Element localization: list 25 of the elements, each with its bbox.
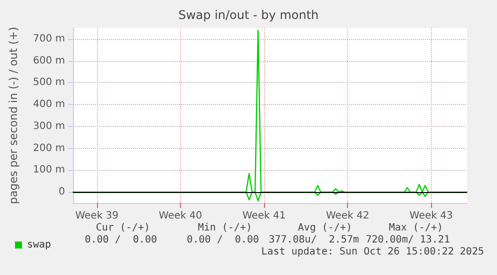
y-tick-label: 500 m xyxy=(32,77,65,88)
y-tick-label: 0 xyxy=(58,186,65,198)
text: Avg (-/+) xyxy=(298,222,352,234)
x-tick-label: Week 39 xyxy=(75,210,119,222)
text: 0.00 / 0.00 xyxy=(186,234,259,246)
text: 720.00m/ 13.21 xyxy=(366,234,450,246)
x-tick-label: Week 42 xyxy=(326,210,370,222)
y-tick-label: 200 m xyxy=(32,142,65,154)
y-tick-label: 600 m xyxy=(32,55,65,66)
y-tick-label: 100 m xyxy=(32,164,65,176)
text: Min (-/+) xyxy=(198,222,252,234)
text: Max (-/+) xyxy=(388,222,443,234)
x-tick-label: Week 41 xyxy=(242,210,286,222)
text: 377.08u/ 2.57m xyxy=(268,234,359,246)
y-tick-label: 300 m xyxy=(32,120,65,132)
x-tick-label: Week 40 xyxy=(158,210,202,222)
y-tick-label: 700 m xyxy=(32,33,65,44)
text: Last update: Sun Oct 26 15:00:22 2025 xyxy=(261,246,484,258)
y-tick-label: 400 m xyxy=(32,99,65,110)
text: Cur (-/+) xyxy=(96,222,150,234)
x-tick-label: Week 43 xyxy=(410,210,453,222)
text: 0.00 / 0.00 xyxy=(84,234,157,246)
chart-title: Swap in/out - by month xyxy=(178,8,319,22)
legend-label: swap xyxy=(27,240,52,250)
y-axis-title: pages per second in (-) / out (+) xyxy=(7,26,20,204)
